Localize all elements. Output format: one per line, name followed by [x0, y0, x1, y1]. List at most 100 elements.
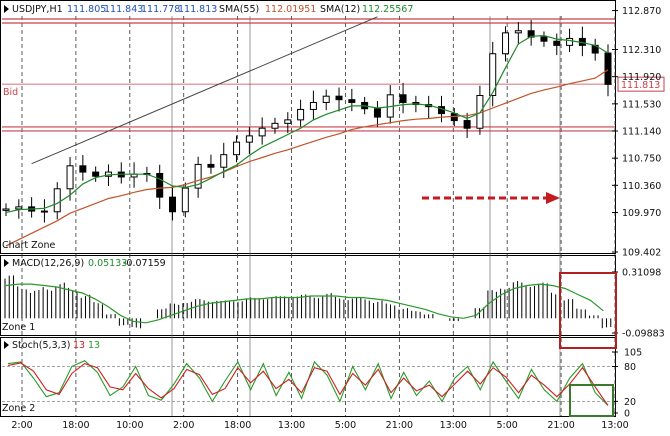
- candle-body: [220, 154, 228, 168]
- candle-body: [2, 208, 10, 211]
- sma12-label: SMA(12): [320, 4, 360, 15]
- stoch-header: Stoch(5,3,3) 13 13: [4, 340, 100, 351]
- sma12-line: [5, 34, 609, 214]
- stoch-tick-label: 105: [624, 348, 642, 359]
- candle-body: [540, 36, 548, 42]
- candle-body: [258, 127, 266, 137]
- candle-body: [53, 188, 61, 213]
- candle-body: [309, 101, 317, 110]
- time-tick-label: 13:00: [440, 420, 467, 431]
- ohlc-high: 111.843: [104, 4, 143, 15]
- candle-body: [66, 165, 74, 190]
- stoch-highlight-box: [569, 384, 614, 417]
- candle-body: [335, 95, 343, 101]
- price-tick-label: 109.970: [622, 208, 661, 219]
- candle-body: [297, 108, 305, 121]
- stoch-zone-label: Zone 2: [2, 403, 35, 414]
- time-tick-label: 21:00: [386, 420, 413, 431]
- symbol-marker-icon: [4, 5, 9, 13]
- candle-body: [271, 122, 279, 129]
- bid-price-label: 111.813: [621, 80, 660, 91]
- horizontal-levels: 111.813: [2, 18, 665, 132]
- stoch-label: Stoch(5,3,3): [12, 340, 70, 351]
- stoch-signal-line: [7, 362, 609, 406]
- candle-body: [156, 172, 164, 198]
- forecast-arrow-head: [546, 192, 560, 204]
- sma55-line: [5, 69, 609, 247]
- price-tick-label: 111.530: [622, 99, 661, 110]
- time-tick-label: 13:00: [601, 420, 628, 431]
- time-tick-label: 21:00: [547, 420, 574, 431]
- candle-body: [604, 52, 612, 85]
- macd-highlight-box: [559, 272, 617, 349]
- macd-tick-label: -0.09883: [622, 329, 665, 340]
- macd-signal-line: [5, 283, 604, 324]
- bid-label: Bid: [3, 87, 18, 98]
- symbol-label: USDJPY,H1: [12, 4, 63, 15]
- candle-body: [169, 196, 177, 213]
- candle-body: [207, 163, 215, 168]
- vertical-grid: [21, 16, 616, 416]
- moving-averages: [5, 34, 609, 247]
- price-tick-label: 111.920: [622, 72, 661, 83]
- candle-body: [502, 32, 510, 55]
- candle-body: [399, 94, 407, 103]
- candle-body: [527, 30, 535, 38]
- candle-body: [79, 165, 87, 173]
- main-header: USDJPY,H1 111.805 111.843 111.778 111.81…: [4, 4, 413, 15]
- axes: 2:00 18:00 10:00 2:00 18:00 13:00 5:00 21:00 13:…: [11, 6, 664, 431]
- candle-body: [284, 119, 292, 124]
- trend-line: [31, 16, 378, 165]
- sma55-value: 112.01951: [265, 4, 316, 15]
- candle-body: [322, 95, 330, 103]
- candles: [2, 19, 612, 223]
- trendline: [31, 16, 378, 165]
- candle-body: [40, 210, 48, 213]
- time-tick-label: 10:00: [116, 420, 143, 431]
- price-tick-label: 112.310: [622, 45, 661, 56]
- macd-label: MACD(12,26,9): [12, 258, 84, 269]
- time-tick-label: 18:00: [224, 420, 251, 431]
- price-tick-label: 110.360: [622, 181, 661, 192]
- candle-body: [348, 99, 356, 103]
- candle-body: [373, 108, 381, 118]
- macd-marker-icon: [4, 259, 9, 267]
- candle-body: [245, 135, 253, 143]
- main-zone-label: Chart Zone: [2, 240, 55, 251]
- price-tick-label: 110.750: [622, 154, 661, 165]
- macd-zone-label: Zone 1: [2, 322, 35, 333]
- stoch-marker-icon: [4, 341, 9, 349]
- stochastic-lines: [2, 360, 612, 406]
- candle-body: [489, 53, 497, 97]
- candle-body: [194, 163, 202, 189]
- stoch-tick-label: 0: [624, 409, 630, 420]
- ohlc-open: 111.805: [67, 4, 106, 15]
- candle-body: [15, 206, 23, 210]
- candle-body: [92, 171, 100, 177]
- stoch-value-1: 13: [73, 340, 85, 351]
- price-tick-label: 109.402: [622, 248, 661, 259]
- stoch-value-2: 13: [88, 340, 100, 351]
- time-tick-label: 5:00: [335, 420, 356, 431]
- price-tick-label: 111.140: [622, 127, 661, 138]
- time-tick-label: 2:00: [11, 420, 32, 431]
- candle-body: [566, 37, 574, 46]
- candle-body: [553, 40, 561, 46]
- macd-tick-label: 0.31098: [622, 268, 661, 279]
- ohlc-close: 111.813: [178, 4, 217, 15]
- macd-histogram: [4, 275, 612, 329]
- time-tick-label: 2:00: [173, 420, 194, 431]
- candle-body: [463, 120, 471, 129]
- time-tick-label: 18:00: [62, 420, 89, 431]
- stoch-tick-label: 20: [624, 397, 636, 408]
- sma55-label: SMA(55): [219, 4, 259, 15]
- time-tick-label: 5:00: [497, 420, 518, 431]
- ohlc-low: 111.778: [141, 4, 180, 15]
- price-tick-label: 112.870: [622, 6, 661, 17]
- macd-header: MACD(12,26,9) 0.05133 -0.07159: [4, 258, 166, 269]
- candle-body: [181, 187, 189, 213]
- bid-price-box: [617, 76, 665, 92]
- macd-value-1: 0.05133: [88, 258, 127, 269]
- stoch-tick-label: 80: [624, 362, 636, 373]
